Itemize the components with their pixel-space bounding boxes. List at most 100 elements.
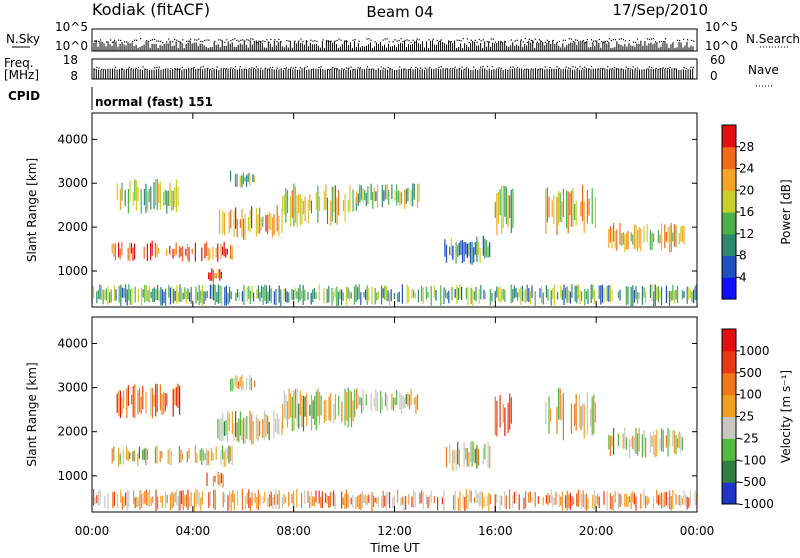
- nsearch-dot: [540, 40, 542, 43]
- colorbar-tick-label: 8: [739, 249, 747, 263]
- nave-dot: [415, 66, 417, 69]
- nave-dot: [276, 67, 278, 69]
- nave-dot: [329, 68, 331, 71]
- nsearch-dot: [692, 40, 695, 42]
- nave-tick-bottom: 0: [710, 69, 718, 83]
- nsearch-dot: [240, 39, 242, 41]
- nave-dot: [607, 66, 609, 68]
- colorbar-tick-label: 25: [739, 410, 754, 424]
- nsearch-dot: [114, 39, 116, 41]
- nsearch-dot: [412, 39, 414, 41]
- nave-dot: [320, 66, 322, 68]
- nsearch-dot: [258, 40, 260, 42]
- nsearch-dot: [610, 39, 613, 42]
- nave-tick-top: 60: [710, 53, 725, 67]
- y-axis-label: Slant Range [km]: [25, 158, 39, 262]
- nsearch-dot: [410, 41, 412, 44]
- nave-dot: [544, 66, 546, 68]
- nave-dot: [549, 66, 551, 69]
- nsearch-dot: [204, 39, 206, 42]
- nsearch-dot: [468, 41, 470, 44]
- nsearch-dot: [624, 40, 627, 42]
- nave-dot: [369, 68, 371, 70]
- nsearch-dot: [312, 40, 314, 42]
- nave-dot: [283, 67, 285, 70]
- nsearch-dot: [488, 41, 490, 43]
- nave-dot: [156, 66, 158, 69]
- nsearch-dot: [230, 40, 232, 42]
- nave-dot: [202, 66, 204, 68]
- nave-dot: [611, 67, 613, 70]
- nave-dot: [292, 67, 294, 69]
- nave-dot: [285, 67, 288, 69]
- nave-dot: [646, 68, 648, 70]
- nave-dot: [114, 66, 117, 68]
- nsearch-dot: [548, 40, 550, 43]
- x-tick-label: 20:00: [579, 524, 614, 538]
- nsearch-dot: [522, 41, 524, 43]
- nsearch-dot: [592, 40, 595, 42]
- colorbar-swatch: [722, 394, 736, 417]
- nave-dot: [567, 67, 570, 69]
- nsearch-dot: [136, 39, 138, 41]
- nsearch-dot: [676, 39, 679, 41]
- nsearch-dot: [314, 40, 316, 42]
- nave-dot: [271, 66, 274, 68]
- nave-dot: [230, 67, 232, 69]
- nave-dot: [627, 68, 630, 70]
- nsearch-dot: [268, 41, 270, 44]
- colorbar-tick-label: -100: [739, 453, 766, 467]
- nsearch-dot: [370, 39, 372, 41]
- nsearch-dot: [358, 40, 360, 42]
- colorbar-tick-label: 28: [739, 140, 754, 154]
- nsearch-dot: [586, 38, 589, 41]
- nsearch-dot: [194, 39, 196, 41]
- nsearch-dot: [612, 38, 615, 41]
- nave-dot: [473, 66, 475, 68]
- nsearch-dot: [328, 40, 330, 43]
- nsearch-dot: [274, 39, 276, 41]
- nave-dot: [191, 68, 193, 70]
- nave-dot: [211, 67, 214, 70]
- nave-dot: [248, 68, 251, 70]
- nsearch-dot: [220, 39, 222, 41]
- nave-dot: [382, 67, 385, 69]
- nsearch-dot: [262, 40, 264, 42]
- nave-dot: [558, 67, 560, 69]
- nave-dot: [299, 67, 301, 69]
- nsearch-dot: [180, 41, 182, 44]
- nsearch-dot: [594, 40, 597, 42]
- colorbar-swatch: [722, 350, 736, 374]
- nave-dot: [265, 67, 267, 69]
- nsearch-dot: [582, 40, 585, 42]
- nsearch-dot: [260, 41, 262, 43]
- nsearch-dot: [270, 38, 272, 41]
- nave-dot: [692, 66, 694, 69]
- nsearch-dot: [368, 38, 370, 40]
- nave-dot: [581, 68, 583, 70]
- nave-dot: [158, 66, 160, 68]
- cpid-label: CPID: [8, 89, 40, 103]
- nsearch-dot: [414, 41, 416, 43]
- nave-dot: [121, 68, 123, 70]
- nsearch-dot: [178, 40, 180, 43]
- nave-dot: [98, 67, 100, 69]
- nsearch-dot: [190, 38, 192, 40]
- nave-dot: [685, 67, 687, 70]
- y-tick-label: 1000: [57, 264, 88, 278]
- nsearch-dot: [402, 41, 404, 43]
- nsearch-dot: [600, 40, 603, 43]
- nave-dot: [144, 68, 147, 70]
- nsearch-dot: [546, 39, 548, 41]
- nave-dot: [260, 67, 262, 69]
- nsky-tick-bottom: 10^0: [55, 39, 88, 53]
- beam-title: Beam 04: [366, 3, 433, 21]
- nave-dot: [445, 68, 447, 70]
- y-tick-label: 1000: [57, 469, 88, 483]
- nsearch-dot: [418, 39, 420, 41]
- nave-dot: [170, 67, 172, 70]
- nsearch-dot: [538, 39, 540, 41]
- nsearch-dot: [690, 39, 693, 42]
- nave-dot: [343, 68, 345, 70]
- nave-dot: [137, 66, 140, 69]
